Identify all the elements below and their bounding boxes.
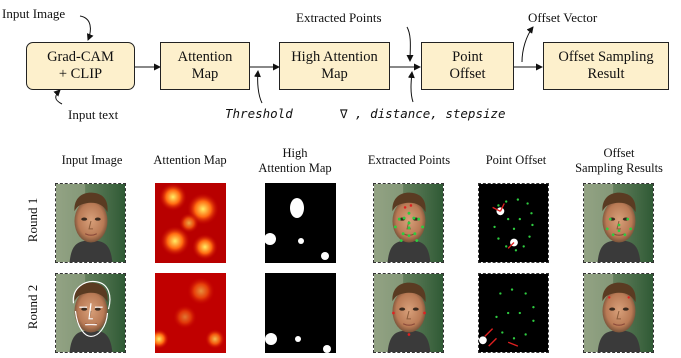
input-text-label: Input text [68,107,119,122]
gradcam-clip-box: Grad-CAM + CLIP [26,42,135,90]
col-header-line2: Sampling Results [575,161,663,175]
round2-attention-map [155,273,226,353]
offset-sampling-result-box: Offset Sampling Result [543,42,669,90]
col-header-line1: Offset [603,146,635,160]
col-header-offset-sampling-results: Offset Sampling Results [560,146,678,176]
round2-input-image [55,273,126,353]
box-line1: Attention [177,49,233,65]
round1-high-attention-map [265,183,336,263]
col-header-attention-map: Attention Map [140,153,240,168]
params-label: ∇ , distance, stepsize [340,106,506,121]
round1-point-offset [478,183,549,263]
col-header-point-offset: Point Offset [466,153,566,168]
row-label-round-2: Round 2 [25,284,40,330]
round1-input-image [55,183,126,263]
box-line2: Result [587,66,625,82]
round1-extracted-points [373,183,444,263]
col-header-line1: Attention Map [153,153,227,167]
point-offset-box: Point Offset [421,42,514,90]
col-header-line1: Input Image [61,153,123,167]
round2-high-attention-map [265,273,336,353]
col-header-line1: Point Offset [485,153,547,167]
attention-map-box: Attention Map [160,42,250,90]
col-header-line1: Extracted Points [367,153,451,167]
high-attention-map-box: High Attention Map [279,42,390,90]
box-line2: + CLIP [58,66,103,82]
box-line2: Map [191,66,219,82]
round2-offset-sampling-result [583,273,654,353]
pipeline-arrows [53,15,543,105]
box-line1: Grad-CAM [47,49,114,65]
input-image-label: Input Image [2,6,66,21]
offset-vector-label: Offset Vector [528,10,598,25]
col-header-line1: High [282,146,308,160]
round2-extracted-points [373,273,444,353]
box-line1: Offset Sampling [558,49,654,65]
col-header-high-attention-map: High Attention Map [240,146,350,176]
extracted-points-label: Extracted Points [296,10,382,25]
row-label-round-1: Round 1 [25,197,40,243]
col-header-extracted-points: Extracted Points [354,153,464,168]
col-header-input-image: Input Image [42,153,142,168]
box-line1: Point [452,49,483,65]
round2-point-offset [478,273,549,353]
box-line1: High Attention [291,49,378,65]
threshold-label: Threshold [225,106,293,121]
round1-offset-sampling-result [583,183,654,263]
box-line2: Map [321,66,348,82]
col-header-line2: Attention Map [258,161,332,175]
box-line2: Offset [449,66,486,82]
round1-attention-map [155,183,226,263]
